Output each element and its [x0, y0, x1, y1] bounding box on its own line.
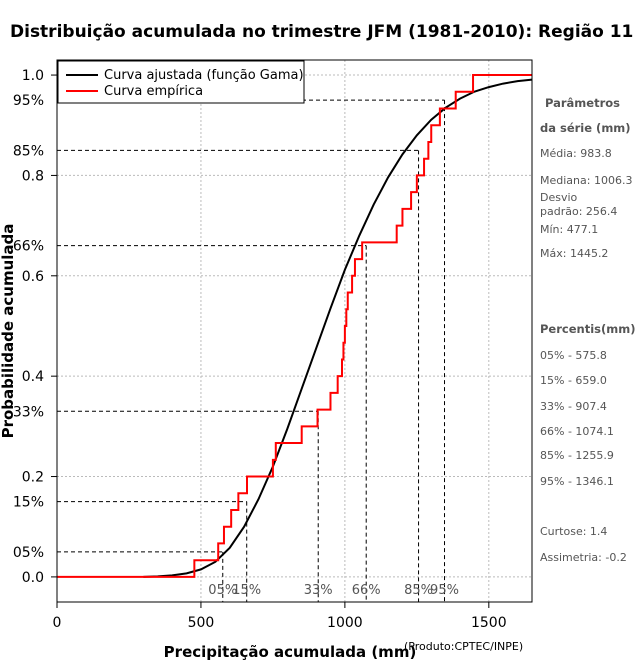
legend-label-empirical: Curva empírica [104, 84, 203, 99]
stat-p05: 05% - 575.8 [540, 349, 607, 362]
percentile-x-label-95%: 95% [430, 583, 459, 598]
percentile-x-label-15%: 15% [232, 583, 261, 598]
y-tick-label-5: 1.0 [22, 68, 44, 84]
percentis-heading: Percentis(mm) [540, 322, 635, 336]
grid-layer [56, 60, 532, 602]
percentile-y-label-05%: 05% [13, 545, 44, 561]
stat-max: Máx: 1445.2 [540, 247, 608, 260]
stat-curtose: Curtose: 1.4 [540, 525, 607, 538]
stat-desvio-2: padrão: 256.4 [540, 205, 617, 218]
params-heading-1: Parâmetros [545, 96, 620, 110]
stat-p95: 95% - 1346.1 [540, 475, 614, 488]
stat-media: Média: 983.8 [540, 147, 612, 160]
series-line-gamma [143, 78, 533, 578]
y-tick-label-0: 0.0 [22, 570, 44, 586]
series-line-empirical [57, 74, 532, 578]
product-credit: (Produto:CPTEC/INPE) [404, 640, 523, 653]
x-axis: 0 500 1000 1500 [53, 602, 507, 631]
legend-label-gamma: Curva ajustada (função Gama) [104, 68, 304, 83]
stat-assimetria: Assimetria: -0.2 [540, 551, 627, 564]
stat-p85: 85% - 1255.9 [540, 449, 614, 462]
percentile-y-label-85%: 85% [13, 143, 44, 159]
stat-p66: 66% - 1074.1 [540, 425, 614, 438]
params-heading-2: da série (mm) [540, 121, 631, 135]
percentile-x-label-33%: 33% [304, 583, 333, 598]
y-axis-title: Probabilidade acumulada [0, 224, 17, 439]
legend: Curva ajustada (função Gama) Curva empír… [57, 60, 305, 104]
x-axis-title: Precipitação acumulada (mm) [164, 643, 417, 660]
legend-box [57, 60, 305, 104]
percentile-y-label-95%: 95% [13, 93, 44, 109]
x-tick-label-1: 500 [188, 615, 215, 631]
y-tick-label-4: 0.8 [22, 168, 44, 184]
side-panel: Parâmetros da série (mm) Média: 983.8 Me… [540, 96, 635, 564]
percentile-y-label-33%: 33% [13, 404, 44, 420]
stat-mediana: Mediana: 1006.3 [540, 174, 632, 187]
stat-desvio-1: Desvio [540, 191, 578, 204]
plot-frame [56, 59, 533, 603]
percentile-x-labels: 05%15% 33% 66% 85%95% [208, 583, 459, 598]
percentile-x-label-85%: 85% [404, 583, 433, 598]
percentile-guides [57, 99, 446, 602]
percentile-y-label-15%: 15% [13, 495, 44, 511]
percentile-x-label-05%: 05% [208, 583, 237, 598]
stat-p33: 33% - 907.4 [540, 400, 607, 413]
y-tick-label-3: 0.6 [22, 269, 44, 285]
percentile-x-label-66%: 66% [352, 583, 381, 598]
y-tick-label-2: 0.4 [22, 369, 44, 385]
x-tick-label-3: 1500 [471, 615, 507, 631]
percentile-y-label-66%: 66% [13, 239, 44, 255]
stat-min: Mín: 477.1 [540, 223, 598, 236]
y-tick-label-1: 0.2 [22, 470, 44, 486]
series-layer [57, 74, 533, 578]
y-axis: 0.0 0.2 0.4 0.6 0.8 1.0 05% 15% 33% 66% 85% 95% [13, 68, 57, 586]
x-tick-label-2: 1000 [327, 615, 363, 631]
stat-p15: 15% - 659.0 [540, 374, 607, 387]
chart-title: Distribuição acumulada no trimestre JFM … [10, 22, 633, 42]
x-tick-label-0: 0 [53, 615, 62, 631]
